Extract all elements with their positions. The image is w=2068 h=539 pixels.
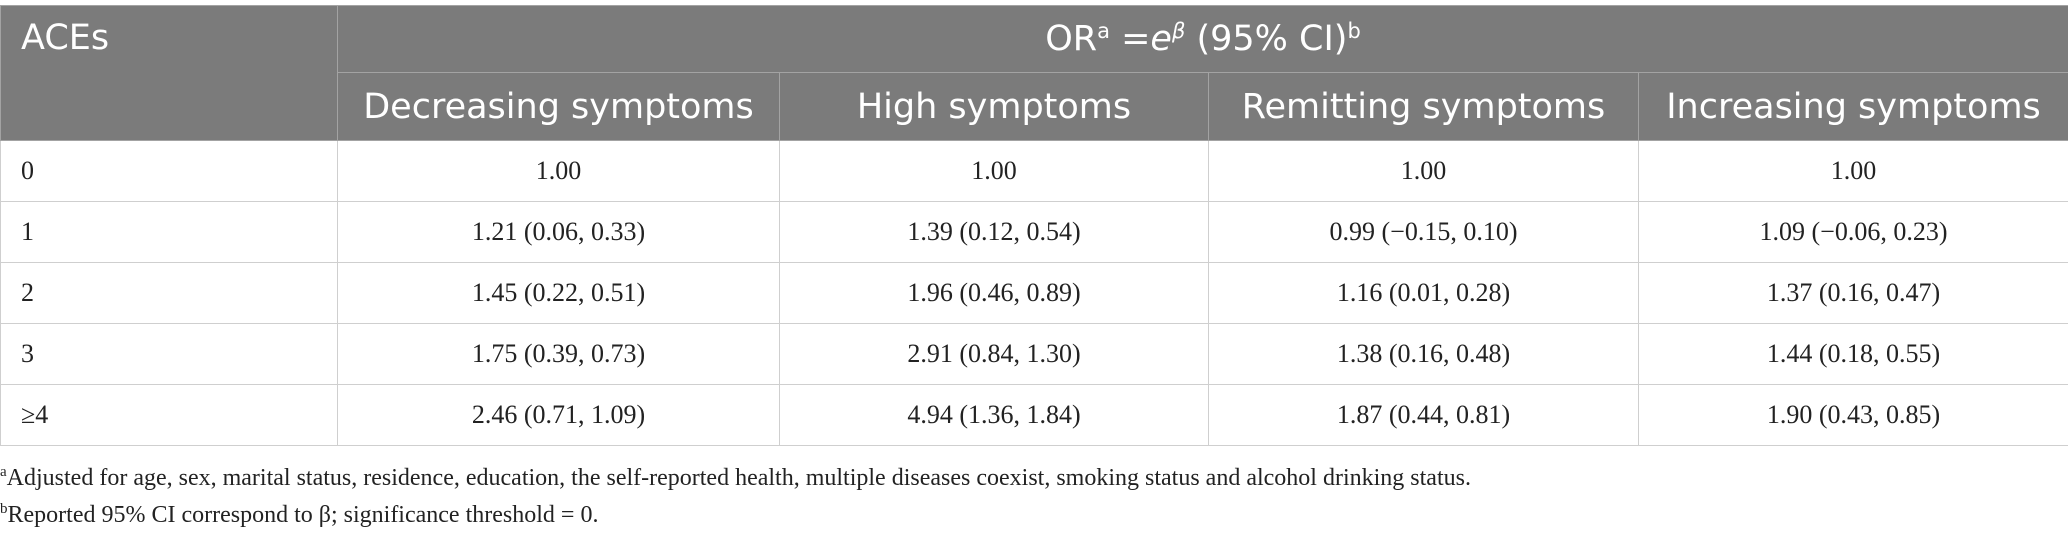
footnote-b-text: Reported 95% CI correspond to β; signifi… <box>7 502 599 528</box>
table-cell: 1.38 (0.16, 0.48) <box>1208 323 1639 385</box>
table-cell: 1.21 (0.06, 0.33) <box>337 201 780 263</box>
table-cell: 1.75 (0.39, 0.73) <box>337 323 780 385</box>
column-header-high: High symptoms <box>779 72 1209 141</box>
footnote-marker-b: b <box>1347 19 1361 43</box>
table-row: 1 1.21 (0.06, 0.33) 1.39 (0.12, 0.54) 0.… <box>0 201 2068 263</box>
table-cell: 1.09 (−0.06, 0.23) <box>1638 201 2068 263</box>
table-row: ≥4 2.46 (0.71, 1.09) 4.94 (1.36, 1.84) 1… <box>0 384 2068 446</box>
stub-header: ACEs <box>0 5 338 141</box>
footnote-a: aAdjusted for age, sex, marital status, … <box>0 460 2068 497</box>
table-cell: 1.45 (0.22, 0.51) <box>337 262 780 324</box>
footnotes: aAdjusted for age, sex, marital status, … <box>0 460 2068 534</box>
table-cell: 1.16 (0.01, 0.28) <box>1208 262 1639 324</box>
results-table: ACEs ORa =eβ (95% CI)b Decreasing sympto… <box>0 5 2068 446</box>
table-row: 2 1.45 (0.22, 0.51) 1.96 (0.46, 0.89) 1.… <box>0 262 2068 324</box>
column-header-decreasing: Decreasing symptoms <box>337 72 780 141</box>
row-label: 2 <box>0 262 338 324</box>
header-row-columns: Decreasing symptoms High symptoms Remitt… <box>1 72 2068 141</box>
column-header-remitting: Remitting symptoms <box>1208 72 1639 141</box>
group-header-ci: (95% CI) <box>1185 19 1348 59</box>
table-cell: 4.94 (1.36, 1.84) <box>779 384 1209 446</box>
row-label: 3 <box>0 323 338 385</box>
group-header-eq: = <box>1109 19 1151 59</box>
table-cell: 1.00 <box>337 140 780 202</box>
table-body: 0 1.00 1.00 1.00 1.00 1 1.21 (0.06, 0.33… <box>0 140 2068 446</box>
header-row-group: ACEs ORa =eβ (95% CI)b <box>0 5 2068 141</box>
table-cell: 1.37 (0.16, 0.47) <box>1638 262 2068 324</box>
group-header: ORa =eβ (95% CI)b <box>337 5 2068 73</box>
group-header-beta: β <box>1171 19 1186 43</box>
column-header-increasing: Increasing symptoms <box>1638 72 2068 141</box>
group-header-prefix: OR <box>1045 19 1098 59</box>
table-cell: 1.96 (0.46, 0.89) <box>779 262 1209 324</box>
footnote-a-marker: a <box>0 464 7 480</box>
footnote-b: bReported 95% CI correspond to β; signif… <box>0 497 2068 534</box>
table-cell: 1.39 (0.12, 0.54) <box>779 201 1209 263</box>
table-header: ACEs ORa =eβ (95% CI)b Decreasing sympto… <box>0 5 2068 141</box>
table-cell: 2.46 (0.71, 1.09) <box>337 384 780 446</box>
footnote-marker-a: a <box>1097 19 1110 43</box>
footnote-a-text: Adjusted for age, sex, marital status, r… <box>6 465 1471 491</box>
table-row: 0 1.00 1.00 1.00 1.00 <box>0 140 2068 202</box>
group-header-e: e <box>1150 19 1172 59</box>
table-cell: 1.44 (0.18, 0.55) <box>1638 323 2068 385</box>
table-cell: 1.00 <box>1638 140 2068 202</box>
table-cell: 2.91 (0.84, 1.30) <box>779 323 1209 385</box>
footnote-b-marker: b <box>0 501 8 517</box>
table-cell: 1.00 <box>779 140 1209 202</box>
row-label: ≥4 <box>0 384 338 446</box>
table-cell: 1.00 <box>1208 140 1639 202</box>
table-cell: 0.99 (−0.15, 0.10) <box>1208 201 1639 263</box>
table-cell: 1.87 (0.44, 0.81) <box>1208 384 1639 446</box>
table-cell: 1.90 (0.43, 0.85) <box>1638 384 2068 446</box>
row-label: 0 <box>0 140 338 202</box>
row-label: 1 <box>0 201 338 263</box>
table-row: 3 1.75 (0.39, 0.73) 2.91 (0.84, 1.30) 1.… <box>0 323 2068 385</box>
